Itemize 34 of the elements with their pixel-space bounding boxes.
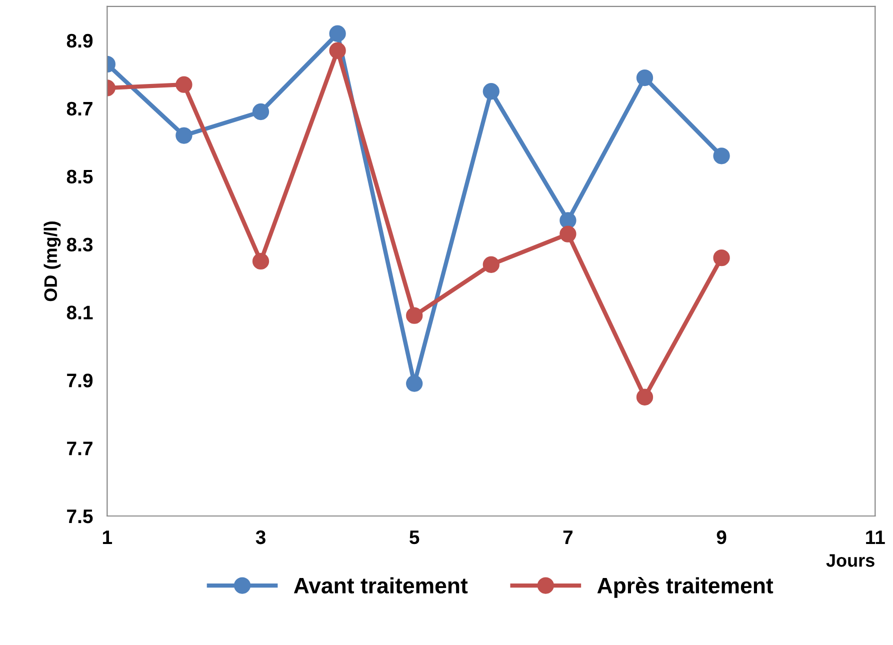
point [406, 307, 423, 324]
x-tick-label: 1 [102, 530, 112, 544]
legend-label: Après traitement [597, 577, 774, 598]
x-axis-title: Jours [826, 554, 874, 567]
y-tick-label: 7.9 [67, 374, 93, 388]
x-tick-label: 3 [256, 530, 266, 544]
y-axis-title: OD (mg/l) [44, 222, 61, 302]
x-tick-label: 11 [866, 530, 885, 544]
point [713, 249, 730, 266]
y-tick-label: 8.1 [66, 306, 93, 320]
point [176, 127, 192, 144]
y-tick-label: 8.5 [66, 170, 93, 184]
point [482, 256, 500, 273]
y-tick-label: 7.5 [67, 510, 93, 524]
point [482, 83, 500, 100]
legend-label: Avant traitement [294, 577, 468, 594]
point [252, 252, 270, 270]
point [329, 42, 346, 59]
x-tick-label: 9 [716, 530, 726, 544]
point [713, 148, 730, 164]
y-tick-label: 7.7 [67, 442, 92, 456]
point [406, 375, 423, 392]
point [636, 388, 654, 406]
point [636, 69, 654, 86]
point [560, 226, 576, 242]
x-tick-label: 7 [563, 530, 572, 544]
y-tick-label: 8.7 [66, 102, 92, 116]
y-tick-label: 8.9 [66, 34, 93, 48]
point [252, 103, 270, 120]
point [329, 25, 346, 42]
point [176, 76, 192, 93]
y-tick-label: 8.3 [66, 238, 93, 252]
point [560, 212, 576, 229]
x-tick-label: 5 [410, 530, 420, 544]
